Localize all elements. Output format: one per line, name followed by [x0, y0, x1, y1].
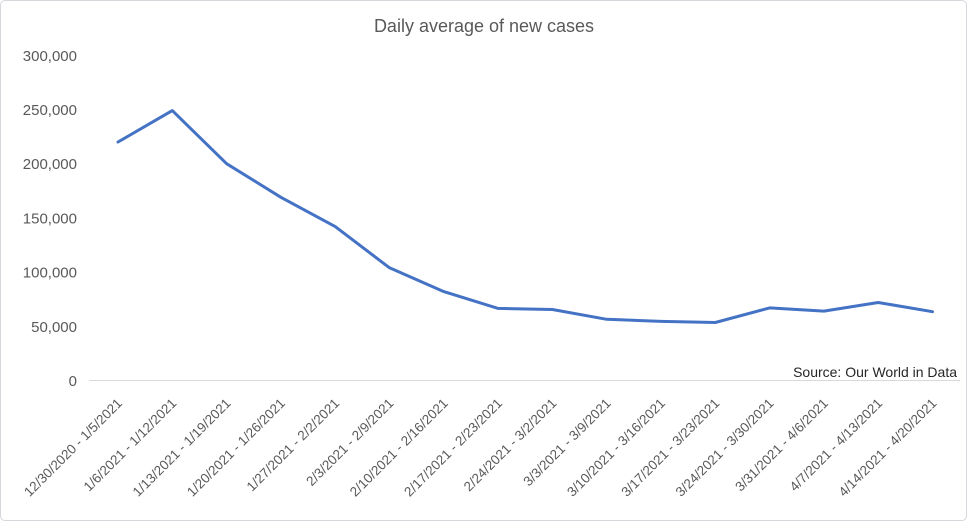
x-axis-tick-label: 1/13/2021 - 1/19/2021	[130, 396, 234, 500]
x-axis-tick-label: 3/31/2021 - 4/6/2021	[732, 396, 831, 495]
chart-title: Daily average of new cases	[374, 16, 594, 36]
x-axis-tick-label: 1/20/2021 - 1/26/2021	[184, 396, 288, 500]
y-axis-tick-label: 250,000	[23, 102, 77, 119]
x-axis-tick-label: 4/14/2021 - 4/20/2021	[836, 396, 940, 500]
x-axis-tick-label: 3/17/2021 - 3/23/2021	[618, 396, 722, 500]
x-axis-tick-label: 2/17/2021 - 2/23/2021	[401, 396, 505, 500]
y-axis-tick-label: 50,000	[31, 319, 77, 336]
y-axis-tick-label: 200,000	[23, 156, 77, 173]
x-axis-tick-label: 3/10/2021 - 3/16/2021	[564, 396, 668, 500]
x-axis-tick-label: 1/27/2021 - 2/2/2021	[244, 396, 343, 495]
y-axis-tick-label: 0	[69, 373, 77, 390]
x-axis-tick-label: 3/24/2021 - 3/30/2021	[673, 396, 777, 500]
y-axis-labels: 0 50,000 100,000 150,000 200,000 250,000 300,0…	[23, 48, 77, 390]
y-axis-tick-label: 300,000	[23, 48, 77, 65]
source-note: Source: Our World in Data	[793, 364, 957, 380]
y-axis-tick-label: 150,000	[23, 210, 77, 227]
data-line	[116, 109, 934, 324]
y-axis-tick-label: 100,000	[23, 265, 77, 282]
x-axis-tick-label: 2/10/2021 - 2/16/2021	[347, 396, 451, 500]
x-axis-tick-label: 4/7/2021 - 4/13/2021	[787, 396, 886, 495]
x-axis-tick-label: 12/30/2020 - 1/5/2021	[21, 396, 125, 500]
x-axis-tick-label: 1/6/2021 - 1/12/2021	[81, 396, 180, 495]
x-axis-tick-label: 2/24/2021 - 3/2/2021	[461, 396, 560, 495]
